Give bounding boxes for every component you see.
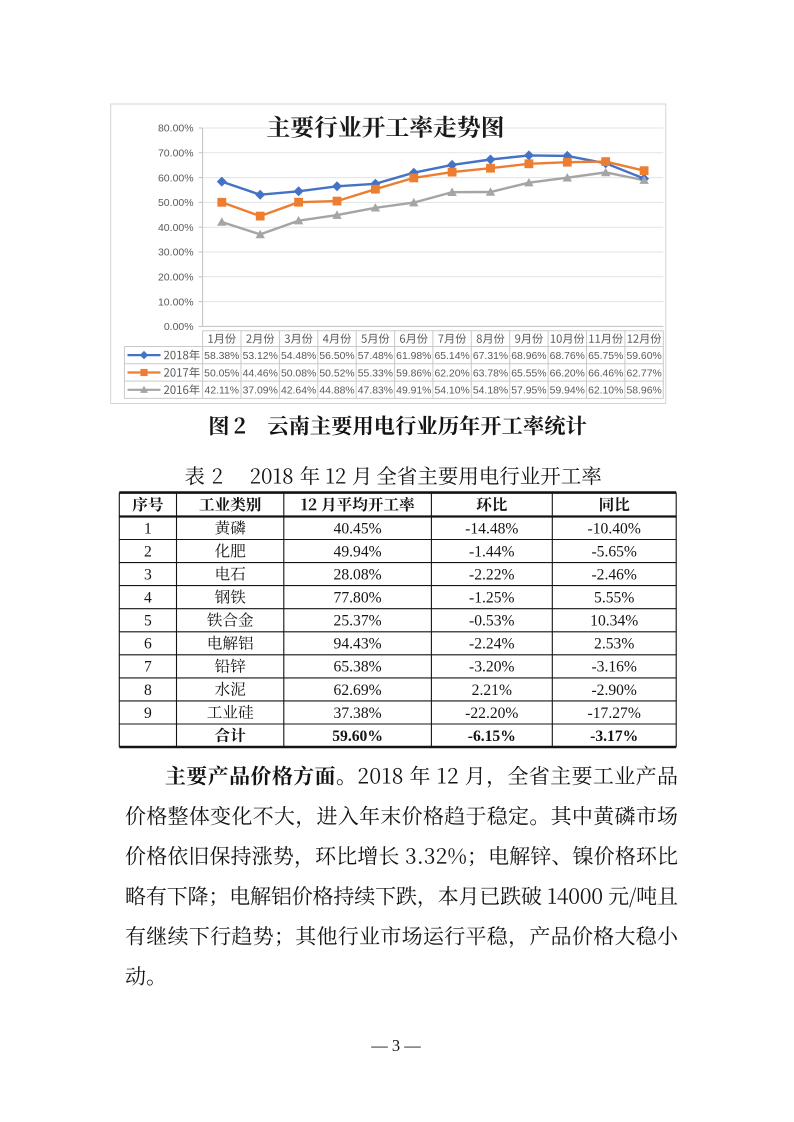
svg-text:-6.15%: -6.15% xyxy=(468,728,516,745)
svg-text:37.09%: 37.09% xyxy=(243,386,278,397)
svg-text:70.00%: 70.00% xyxy=(158,148,194,160)
svg-text:63.78%: 63.78% xyxy=(473,368,508,379)
svg-text:65.14%: 65.14% xyxy=(434,351,469,362)
svg-text:49.91%: 49.91% xyxy=(396,386,431,397)
svg-text:94.43%: 94.43% xyxy=(334,636,382,653)
svg-text:10.00%: 10.00% xyxy=(158,296,194,308)
svg-text:54.48%: 54.48% xyxy=(281,351,316,362)
svg-text:55.33%: 55.33% xyxy=(358,368,393,379)
svg-text:77.80%: 77.80% xyxy=(334,590,382,607)
svg-text:59.60%: 59.60% xyxy=(626,351,661,362)
svg-text:-5.65%: -5.65% xyxy=(591,544,636,561)
svg-text:8: 8 xyxy=(144,682,152,699)
svg-text:7: 7 xyxy=(144,659,152,676)
svg-text:47.83%: 47.83% xyxy=(358,386,393,397)
svg-text:62.77%: 62.77% xyxy=(626,368,661,379)
svg-text:53.12%: 53.12% xyxy=(243,351,278,362)
svg-text:2.21%: 2.21% xyxy=(472,682,512,699)
svg-text:57.95%: 57.95% xyxy=(511,386,546,397)
svg-text:68.96%: 68.96% xyxy=(511,351,546,362)
svg-text:2: 2 xyxy=(144,544,152,561)
svg-text:-10.40%: -10.40% xyxy=(588,520,641,537)
svg-text:59.94%: 59.94% xyxy=(550,386,585,397)
svg-text:65.55%: 65.55% xyxy=(511,368,546,379)
svg-text:2.53%: 2.53% xyxy=(594,636,634,653)
svg-text:59.86%: 59.86% xyxy=(396,368,431,379)
svg-text:0.00%: 0.00% xyxy=(164,321,194,333)
svg-text:9: 9 xyxy=(144,705,152,722)
svg-text:80.00%: 80.00% xyxy=(158,123,194,135)
svg-text:59.60%: 59.60% xyxy=(332,728,383,745)
svg-text:44.46%: 44.46% xyxy=(243,368,278,379)
svg-text:1: 1 xyxy=(144,520,152,537)
svg-text:5.55%: 5.55% xyxy=(594,590,634,607)
svg-text:6: 6 xyxy=(144,636,152,653)
svg-text:40.00%: 40.00% xyxy=(158,222,194,234)
svg-text:65.38%: 65.38% xyxy=(334,659,382,676)
svg-text:-14.48%: -14.48% xyxy=(465,520,518,537)
svg-text:-3.20%: -3.20% xyxy=(469,659,514,676)
svg-text:-2.24%: -2.24% xyxy=(469,636,514,653)
svg-text:40.45%: 40.45% xyxy=(334,520,382,537)
svg-text:-1.25%: -1.25% xyxy=(469,590,514,607)
svg-text:-3.16%: -3.16% xyxy=(591,659,636,676)
svg-text:58.96%: 58.96% xyxy=(626,386,661,397)
svg-text:44.88%: 44.88% xyxy=(319,386,354,397)
svg-text:4: 4 xyxy=(144,590,152,607)
svg-text:42.11%: 42.11% xyxy=(205,386,239,397)
svg-text:50.00%: 50.00% xyxy=(158,197,194,209)
svg-text:54.18%: 54.18% xyxy=(473,386,508,397)
svg-text:-2.22%: -2.22% xyxy=(469,567,514,584)
svg-text:-2.46%: -2.46% xyxy=(591,567,636,584)
svg-text:67.31%: 67.31% xyxy=(473,351,508,362)
svg-text:-2.90%: -2.90% xyxy=(591,682,636,699)
svg-text:3: 3 xyxy=(144,567,152,584)
svg-text:62.69%: 62.69% xyxy=(334,682,382,699)
svg-text:54.10%: 54.10% xyxy=(434,386,469,397)
svg-text:25.37%: 25.37% xyxy=(334,613,382,630)
svg-text:10.34%: 10.34% xyxy=(590,613,638,630)
svg-text:37.38%: 37.38% xyxy=(334,705,382,722)
svg-text:60.00%: 60.00% xyxy=(158,172,194,184)
svg-text:-3.17%: -3.17% xyxy=(590,728,638,745)
svg-text:68.76%: 68.76% xyxy=(550,351,585,362)
svg-text:28.08%: 28.08% xyxy=(334,567,382,584)
svg-text:20.00%: 20.00% xyxy=(158,272,194,284)
svg-text:49.94%: 49.94% xyxy=(334,544,382,561)
svg-text:56.50%: 56.50% xyxy=(319,351,354,362)
svg-text:-17.27%: -17.27% xyxy=(588,705,641,722)
svg-text:62.20%: 62.20% xyxy=(434,368,469,379)
svg-text:62.10%: 62.10% xyxy=(588,386,623,397)
svg-text:65.75%: 65.75% xyxy=(588,351,623,362)
svg-text:50.05%: 50.05% xyxy=(204,368,239,379)
svg-text:50.52%: 50.52% xyxy=(319,368,354,379)
svg-text:42.64%: 42.64% xyxy=(281,386,316,397)
svg-text:5: 5 xyxy=(144,613,152,630)
svg-text:-0.53%: -0.53% xyxy=(469,613,514,630)
svg-text:66.20%: 66.20% xyxy=(550,368,585,379)
svg-text:30.00%: 30.00% xyxy=(158,247,194,259)
svg-text:58.38%: 58.38% xyxy=(204,351,239,362)
svg-text:50.08%: 50.08% xyxy=(281,368,316,379)
svg-text:61.98%: 61.98% xyxy=(396,351,431,362)
svg-text:57.48%: 57.48% xyxy=(358,351,393,362)
svg-text:-22.20%: -22.20% xyxy=(465,705,518,722)
svg-text:66.46%: 66.46% xyxy=(588,368,623,379)
svg-text:-1.44%: -1.44% xyxy=(469,544,514,561)
svg-text:— 3 —: — 3 — xyxy=(370,1036,421,1055)
